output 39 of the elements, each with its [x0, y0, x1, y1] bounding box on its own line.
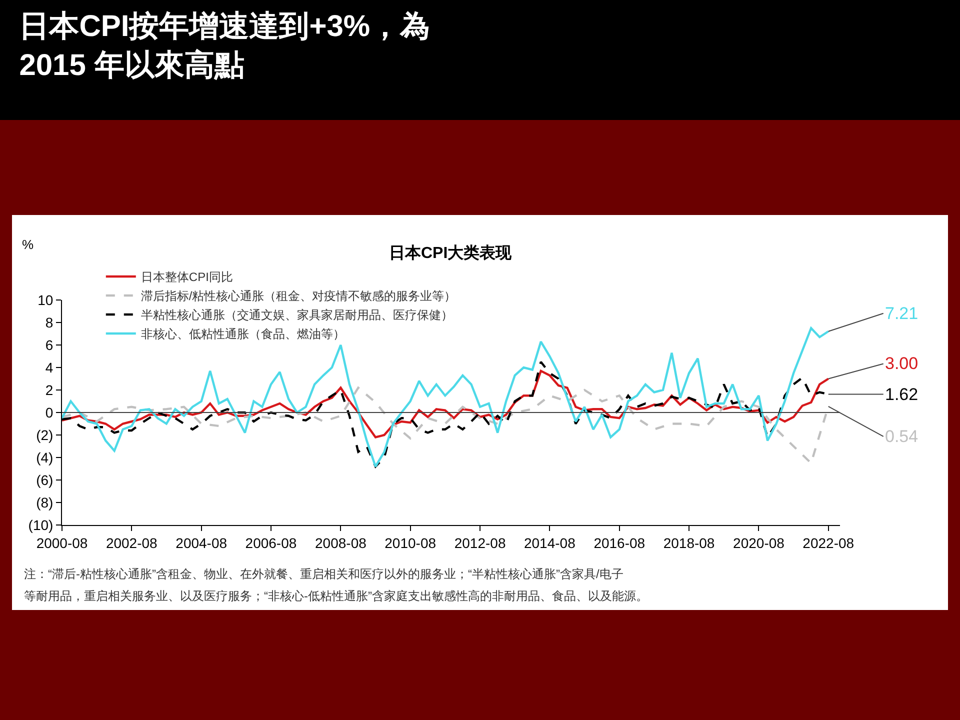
- line-series: [62, 327, 830, 468]
- y-tick-label: (2): [36, 426, 54, 443]
- x-tick-label: 2020-08: [733, 534, 785, 551]
- legend-label: 滞后指标/粘性核心通胀（租金、对疫情不敏感的服务业等）: [140, 289, 456, 304]
- x-tick-label: 2018-08: [663, 534, 715, 551]
- annotation: 0.54: [885, 427, 918, 446]
- x-tick-label: 2002-08: [106, 534, 158, 551]
- y-tick-label: (4): [36, 449, 54, 466]
- chart-title: 日本CPI按年增速達到+3%，為 2015 年以來高點: [19, 10, 430, 82]
- y-tick-label: 6: [45, 336, 54, 353]
- x-tick-label: 2006-08: [245, 534, 297, 551]
- annotation: 7.21: [885, 304, 918, 323]
- x-tick-label: 2014-08: [524, 534, 576, 551]
- y-tick-label: (10): [28, 516, 54, 533]
- y-tick-label: 0: [45, 404, 54, 420]
- x-tick-label: 2016-08: [594, 534, 646, 551]
- line-series: [62, 370, 830, 438]
- y-tick-label: 4: [45, 359, 54, 376]
- x-tick-label: 2000-08: [36, 534, 88, 551]
- legend-label: 日本整体CPI同比: [140, 270, 233, 284]
- y-axis-title: %: [22, 237, 34, 252]
- x-tick-label: 2022-08: [802, 534, 854, 551]
- chart-subtitle: 日本CPI大类表现: [389, 244, 513, 262]
- annotation: 3.00: [885, 354, 918, 373]
- x-tick-label: 2012-08: [454, 534, 506, 551]
- annotation: 1.62: [885, 385, 918, 404]
- y-tick-label: (8): [36, 494, 54, 510]
- y-tick-label: 2: [45, 382, 54, 398]
- x-tick-label: 2004-08: [176, 534, 228, 551]
- x-tick-label: 2010-08: [384, 534, 436, 551]
- text: 注：“滞后-粘性核心通胀”含租金、物业、在外就餐、重启相关和医疗以外的服务业；“半粘性核心通胀”含家具/电子: [24, 567, 624, 581]
- legend-label: 非核心、低粘性通胀（食品、燃油等）: [140, 327, 345, 342]
- x-tick-label: 2008-08: [315, 534, 367, 551]
- text: 等耐用品，重启相关服务业、以及医疗服务；“非核心-低粘性通胀”含家庭支出敏感性高的非耐用品、食品、以及能源。: [24, 589, 648, 603]
- y-tick-label: 10: [38, 292, 54, 308]
- y-tick-label: 8: [45, 314, 54, 330]
- y-tick-label: (6): [36, 472, 54, 488]
- line-series: [62, 386, 830, 464]
- legend-label: 半粘性核心通胀（交通文娱、家具家居耐用品、医疗保健）: [140, 308, 453, 322]
